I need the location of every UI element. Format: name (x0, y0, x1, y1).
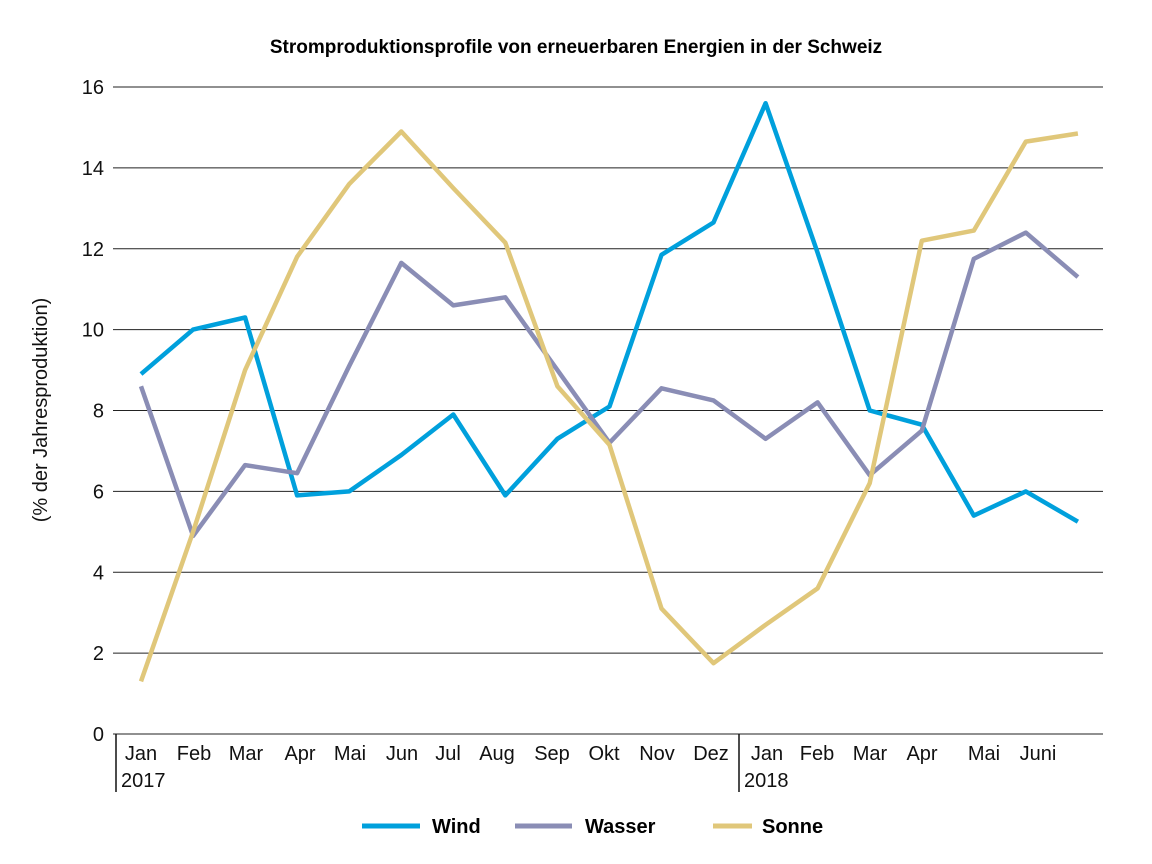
series-line-wasser (138, 230, 1080, 539)
y-tick-label: 2 (93, 643, 104, 665)
y-tick-label: 12 (82, 239, 104, 261)
x-tick-label: Jan (751, 743, 783, 765)
year-label: 2017 (121, 770, 166, 792)
series-line-wind (139, 100, 1080, 524)
y-tick-label: 10 (82, 320, 104, 342)
x-tick-label: Feb (177, 743, 211, 765)
x-tick-label: Jul (435, 743, 461, 765)
x-tick-label: Sep (534, 743, 570, 765)
y-tick-label: 8 (93, 401, 104, 423)
x-tick-label: Okt (588, 743, 620, 765)
gridlines (113, 86, 1103, 792)
y-tick-label: 14 (82, 158, 104, 180)
y-tick-label: 0 (93, 724, 104, 746)
x-tick-label: Mai (334, 743, 366, 765)
x-tick-label: Jun (386, 743, 418, 765)
series-lines (138, 100, 1080, 683)
x-tick-labels: Jan Feb Mar Apr Mai Jun Jul Aug Sep Okt Nov Dez Jan F… (121, 743, 1056, 792)
x-tick-label: Feb (800, 743, 834, 765)
x-tick-label: Mar (229, 743, 264, 765)
legend-label: Wasser (585, 816, 656, 838)
x-tick-label: Apr (906, 743, 937, 765)
year-label: 2018 (744, 770, 789, 792)
y-tick-label: 4 (93, 562, 104, 584)
series-line-sonne (138, 129, 1079, 683)
legend: Wind Wasser Sonne (362, 816, 823, 838)
x-tick-label: Dez (693, 743, 729, 765)
x-tick-label: Nov (639, 743, 675, 765)
x-tick-label: Mai (968, 743, 1000, 765)
y-axis-label: (% der Jahresproduktion) (30, 298, 52, 523)
chart-title: Stromproduktionsprofile von erneuerbaren… (270, 37, 882, 58)
legend-label: Wind (432, 816, 481, 838)
x-tick-label: Juni (1020, 743, 1057, 765)
legend-label: Sonne (762, 816, 823, 838)
x-tick-label: Jan (125, 743, 157, 765)
x-tick-label: Apr (284, 743, 315, 765)
y-tick-label: 16 (82, 77, 104, 99)
x-tick-label: Mar (853, 743, 888, 765)
y-tick-labels: 0 2 4 6 8 10 12 14 16 (82, 77, 104, 746)
y-tick-label: 6 (93, 481, 104, 503)
x-tick-label: Aug (479, 743, 515, 765)
